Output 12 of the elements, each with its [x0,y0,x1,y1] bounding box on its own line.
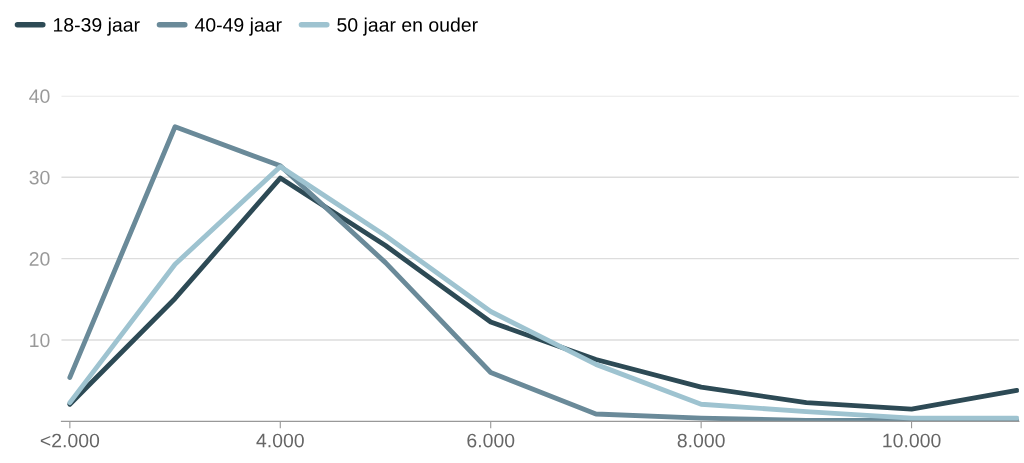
x-tick-label: 8.000 [677,433,725,448]
x-tick-label: 10.000 [883,433,941,448]
y-tick-label: 40 [29,89,50,104]
legend-label: 40-49 jaar [194,17,282,36]
legend-label: 18-39 jaar [53,17,140,36]
legend-label: 50 jaar en ouder [337,17,478,36]
y-tick-label: 10 [30,333,50,348]
y-tick-label: 30 [29,170,50,185]
x-tick-label: 6.000 [467,433,515,448]
x-tick-label: 4.000 [256,433,304,448]
y-tick-label: 20 [29,252,50,266]
x-tick-label: <2.000 [40,433,100,448]
